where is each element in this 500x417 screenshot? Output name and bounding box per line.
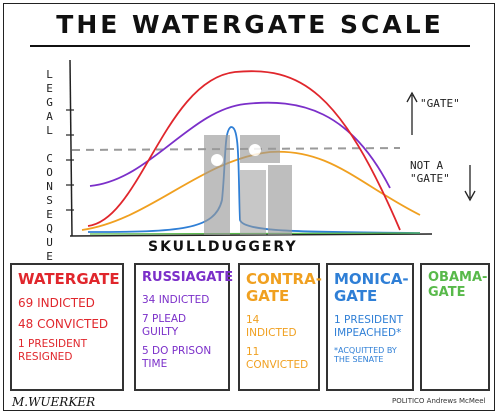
monicagate-card-name: MONICA-GATE (334, 270, 409, 306)
monicagate-card: MONICA-GATE 1 PRESIDENT IMPEACHED* *ACQU… (326, 263, 414, 391)
contragate-line-2: 11 CONVICTED (246, 345, 309, 371)
x-axis-label: SKULLDUGGERY (148, 239, 298, 255)
obamagate-card-name: OBAMA-GATE (428, 270, 488, 300)
russiagate-card: RUSSIAGATE 34 INDICTED 7 PLEAD GUILTY 5 … (134, 263, 234, 391)
contragate-card-name: CONTRA-GATE (246, 270, 322, 306)
y-axis-line (69, 59, 73, 237)
monicagate-line-1: 1 PRESIDENT IMPEACHED* (334, 313, 404, 339)
watergate-line-3: 1 PRESIDENT RESIGNED (18, 338, 88, 364)
contragate-card: CONTRA-GATE 14 INDICTED 11 CONVICTED (238, 263, 322, 391)
gate-threshold-line (71, 147, 401, 151)
russiagate-line-1: 34 INDICTED (142, 293, 210, 306)
cartoon-title: THE WATERGATE SCALE (56, 10, 444, 39)
obamagate-card: OBAMA-GATE (420, 263, 490, 391)
not-gate-arrow-down-icon (464, 165, 476, 202)
monicagate-note: *ACQUITTED BY THE SENATE (334, 345, 397, 365)
gate-arrow-up-icon (406, 91, 418, 135)
contragate-line-1: 14 INDICTED (246, 313, 297, 339)
watergate-curve (87, 70, 401, 231)
watergate-line-2: 48 CONVICTED (18, 317, 109, 332)
y-axis-label: LEGAL CONSEQUENCES (43, 68, 56, 320)
cartoon-frame (3, 3, 495, 411)
watergate-card-name: WATERGATE (18, 270, 120, 288)
artist-signature: M.WUERKER (12, 395, 96, 409)
watergate-line-1: 69 INDICTED (18, 296, 95, 311)
not-gate-label: NOT A "GATE" (410, 159, 450, 185)
y-axis-ticks (66, 109, 74, 211)
title-underline (30, 45, 470, 47)
watergate-card: WATERGATE 69 INDICTED 48 CONVICTED 1 PRE… (10, 263, 124, 391)
russiagate-line-3: 5 DO PRISON TIME (142, 345, 212, 371)
publisher-credit: POLITICO Andrews McMeel (392, 397, 486, 405)
russiagate-line-2: 7 PLEAD GUILTY (142, 313, 187, 339)
russiagate-card-name: RUSSIAGATE (142, 270, 234, 285)
watermark-logo (204, 135, 292, 235)
gate-label: "GATE" (420, 97, 460, 110)
